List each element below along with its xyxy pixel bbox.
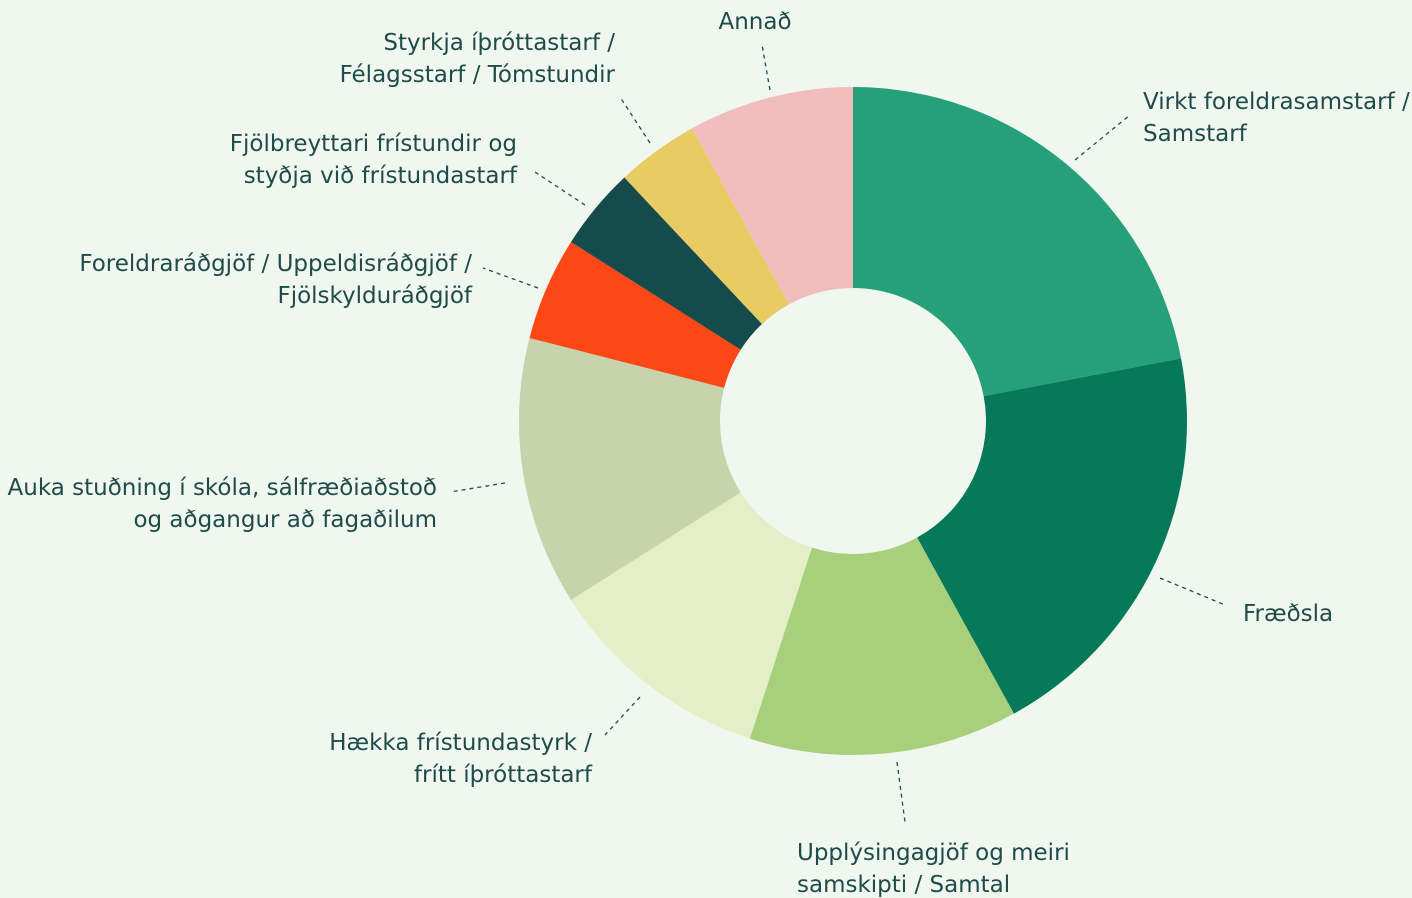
slice-label: Annað <box>718 9 791 35</box>
slice-label: Foreldraráðgjöf / Uppeldisráðgjöf / Fjöls… <box>79 251 473 309</box>
label-line: Fjölskylduráðgjöf <box>277 283 472 309</box>
leader-line <box>604 696 641 736</box>
label-line: Auka stuðning í skóla, sálfræðiaðstoð <box>8 475 437 501</box>
leader-line <box>761 44 771 91</box>
label-line: Upplýsingagjöf og meiri <box>797 840 1070 866</box>
slice-label: Styrkja íþróttastarf / Félagsstarf / Tóms… <box>340 30 616 88</box>
leader-line <box>619 96 651 144</box>
leader-line <box>1074 114 1131 161</box>
label-line: Styrkja íþróttastarf / <box>383 30 615 56</box>
label-line: samskipti / Samtal <box>797 872 1010 898</box>
label-line: Félagsstarf / Tómstundir <box>340 62 616 88</box>
slices <box>519 87 1187 756</box>
slice-label: Hækka frístundastyrk / frítt íþróttastarf <box>329 730 593 788</box>
label-line: frítt íþróttastarf <box>414 762 593 788</box>
slice-label: Upplýsingagjöf og meiri samskipti / Samta… <box>797 840 1070 898</box>
label-line: Virkt foreldrasamstarf / <box>1143 89 1410 115</box>
label-line: og aðgangur að fagaðilum <box>133 507 437 533</box>
slice-label: Auka stuðning í skóla, sálfræðiaðstoð og … <box>8 475 437 533</box>
slice <box>519 337 741 600</box>
slice-label: Fræðsla <box>1243 601 1333 627</box>
leader-line <box>482 267 539 289</box>
leader-line <box>896 761 906 823</box>
label-line: Annað <box>718 9 791 35</box>
slice-label: Virkt foreldrasamstarf / Samstarf <box>1143 89 1410 147</box>
slice <box>917 358 1187 714</box>
slice <box>570 492 812 739</box>
slice <box>853 87 1182 397</box>
leader-line <box>1159 577 1226 606</box>
slice <box>624 128 789 325</box>
label-line: Fræðsla <box>1243 601 1333 627</box>
leader-lines <box>449 44 1226 823</box>
leader-line <box>449 482 506 493</box>
slice-label: Fjölbreyttari frístundir og styðja við fr… <box>230 131 518 189</box>
leader-line <box>534 171 586 206</box>
slice <box>529 242 741 388</box>
slice <box>570 177 762 350</box>
label-line: Samstarf <box>1143 121 1248 147</box>
label-line: styðja við frístundastarf <box>244 163 518 189</box>
slice <box>692 87 853 305</box>
label-line: Hækka frístundastyrk / <box>329 730 592 756</box>
label-line: Fjölbreyttari frístundir og <box>230 131 517 157</box>
label-line: Foreldraráðgjöf / Uppeldisráðgjöf / <box>79 251 472 277</box>
slice <box>749 537 1014 756</box>
